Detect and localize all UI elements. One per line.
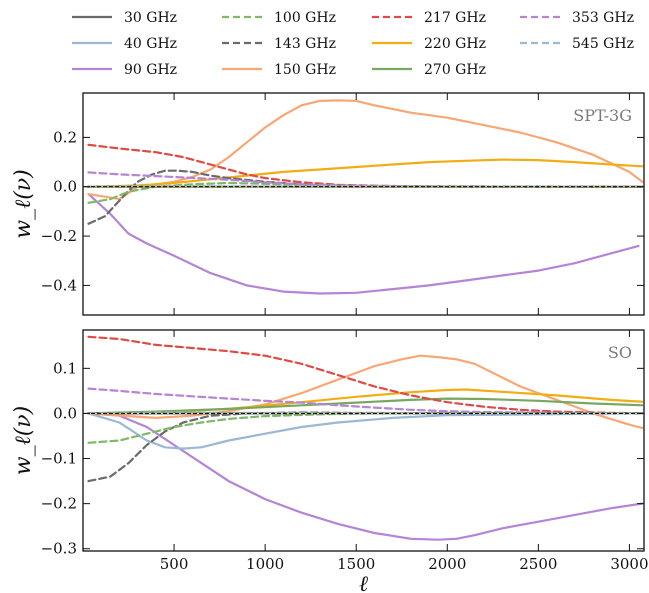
series-line-353-ghz [87,387,644,415]
legend-label-217-ghz: 217 GHz [424,10,486,26]
legend-label-270-ghz: 270 GHz [424,62,486,78]
y-tick-label: −0.2 [41,495,77,513]
series-line-217-ghz [87,335,644,415]
x-tick-label: 3000 [610,555,648,573]
panel-label: SPT-3G [573,106,632,125]
series-line-150-ghz [87,99,644,201]
legend-label-143-ghz: 143 GHz [274,36,336,52]
x-tick-label: 1500 [337,555,375,573]
x-axis-title: ℓ [359,572,369,593]
series-line-143-ghz [87,169,644,225]
x-tick-label: 500 [160,555,189,573]
series-line-353-ghz [87,171,644,188]
panel-spt3g: 0.2 0.0 −0.2 −0.4 SPT-3G w_ℓ(ν) [11,92,645,316]
legend-label-545-ghz: 545 GHz [572,36,634,52]
plot-frame [82,329,645,552]
series-line-40-ghz [87,412,644,450]
y-tick-label: −0.1 [41,450,77,468]
y-axis-title: w_ℓ(ν) [11,406,36,476]
y-axis-title: w_ℓ(ν) [11,169,36,239]
panel-label: SO [608,343,632,362]
legend: 30 GHz 40 GHz 90 GHz 100 GHz 143 GHz 150 GHz 2… [72,10,634,78]
y-tick-label: −0.2 [41,227,77,245]
panel-so: 500 1000 1500 2000 2500 3000 0.1 0.0 −0.1 −0.2 −0.… [11,329,649,593]
y-tick-label: −0.3 [41,540,77,558]
legend-label-100-ghz: 100 GHz [274,10,336,26]
plot-frame [82,92,645,316]
x-tick-label: 1000 [246,555,284,573]
x-tick-label: 2000 [428,555,466,573]
x-tick-label: 2500 [519,555,557,573]
y-tick-label: 0.0 [53,404,77,422]
series-line-143-ghz [87,411,644,483]
legend-label-220-ghz: 220 GHz [424,36,486,52]
series-line-150-ghz [87,354,644,429]
legend-label-40-ghz: 40 GHz [124,36,177,52]
legend-label-30-ghz: 30 GHz [124,10,177,26]
legend-label-90-ghz: 90 GHz [124,62,177,78]
y-tick-label: 0.2 [53,128,77,146]
series-line-90-ghz [87,193,640,295]
y-tick-label: 0.0 [53,178,77,196]
series-line-90-ghz [87,412,644,541]
y-tick-label: 0.1 [53,359,77,377]
series-line-220-ghz [87,158,644,188]
legend-label-353-ghz: 353 GHz [572,10,634,26]
y-tick-label: −0.4 [41,276,77,294]
series-line-270-ghz [87,397,644,415]
legend-label-150-ghz: 150 GHz [274,62,336,78]
